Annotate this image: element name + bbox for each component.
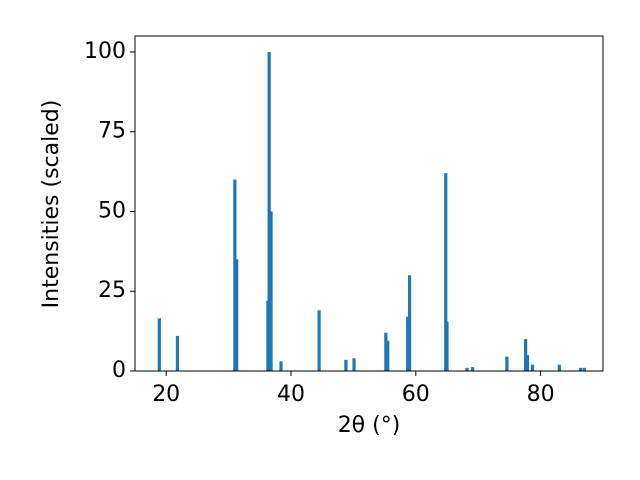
y-tick-label: 25 (98, 278, 126, 303)
bar (465, 367, 469, 371)
y-axis-label: Intensities (scaled) (39, 100, 64, 309)
bar (445, 321, 449, 371)
bar (578, 367, 583, 371)
bar (157, 318, 161, 371)
bar (352, 358, 356, 371)
x-tick-label: 20 (152, 382, 180, 407)
bar (317, 310, 321, 371)
bar (557, 364, 561, 371)
bar (470, 367, 475, 371)
bar (279, 361, 283, 371)
x-axis-label: 2θ (°) (338, 413, 401, 438)
x-tick-label: 40 (277, 382, 305, 407)
plot-frame (134, 35, 604, 372)
bar (406, 316, 410, 371)
x-tick-label: 60 (402, 382, 430, 407)
bar (267, 51, 271, 371)
y-tick-label: 50 (98, 198, 126, 223)
y-tick-label: 0 (112, 358, 126, 383)
bar (524, 339, 528, 371)
bar (530, 364, 535, 371)
bar (407, 275, 412, 371)
bar (525, 355, 530, 371)
bar (582, 367, 586, 371)
y-tick-label: 75 (98, 119, 126, 144)
bar (175, 335, 180, 371)
bar (235, 259, 239, 371)
bar (384, 332, 388, 371)
x-tick-label: 80 (527, 382, 555, 407)
bar (505, 356, 509, 371)
bar (386, 340, 390, 371)
bar (344, 359, 348, 371)
bar (233, 179, 237, 371)
y-tick-label: 100 (84, 39, 126, 64)
bar (269, 211, 273, 371)
bar (444, 173, 448, 371)
